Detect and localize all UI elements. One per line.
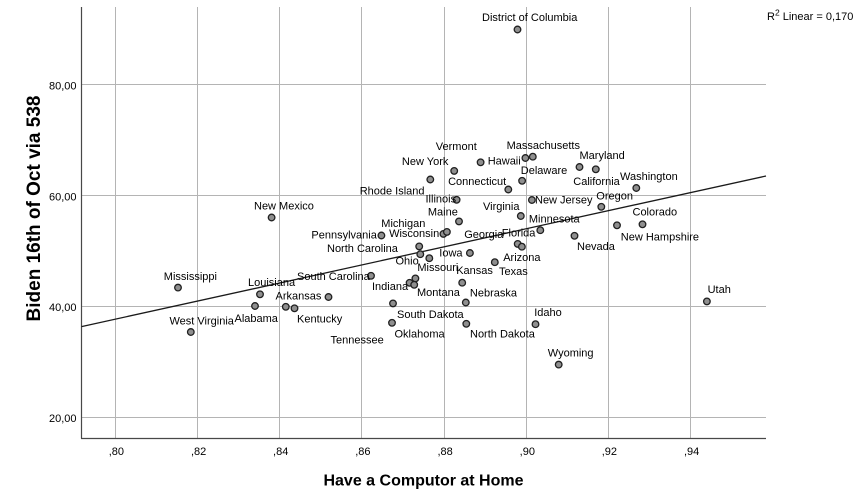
svg-text:North Carolina: North Carolina <box>327 243 399 255</box>
svg-text:Missouri: Missouri <box>417 262 458 274</box>
svg-text:Hawaii: Hawaii <box>488 156 521 168</box>
svg-text:Maine: Maine <box>428 207 458 219</box>
svg-text:Idaho: Idaho <box>534 307 562 319</box>
svg-text:,86: ,86 <box>355 446 370 458</box>
svg-text:60,00: 60,00 <box>49 191 77 203</box>
svg-text:Biden 16th of Oct via 538: Biden 16th of Oct via 538 <box>24 96 45 322</box>
svg-text:Arizona: Arizona <box>503 252 541 264</box>
svg-text:New Mexico: New Mexico <box>254 201 314 213</box>
svg-text:South Dakota: South Dakota <box>397 309 465 321</box>
svg-text:Mississippi: Mississippi <box>164 271 217 283</box>
svg-text:Indiana: Indiana <box>372 281 409 293</box>
svg-text:Michigan: Michigan <box>381 218 425 230</box>
svg-text:Colorado: Colorado <box>633 207 678 219</box>
svg-text:Iowa: Iowa <box>439 247 463 259</box>
svg-text:Wisconsin: Wisconsin <box>389 228 439 240</box>
svg-text:Texas: Texas <box>499 266 528 278</box>
svg-text:Nebraska: Nebraska <box>470 288 518 300</box>
svg-text:Have a Computor at Home: Have a Computor at Home <box>323 473 523 490</box>
svg-text:Washington: Washington <box>620 171 678 183</box>
svg-text:Rhode Island: Rhode Island <box>360 185 425 197</box>
svg-text:Ohio: Ohio <box>396 256 419 268</box>
svg-text:Oregon: Oregon <box>596 190 633 202</box>
svg-text:Arkansas: Arkansas <box>276 291 322 303</box>
svg-text:Maryland: Maryland <box>580 150 625 162</box>
svg-text:Florida: Florida <box>502 227 537 239</box>
svg-text:Massachusetts: Massachusetts <box>507 140 581 152</box>
svg-text:,84: ,84 <box>273 446 288 458</box>
svg-text:Minnesota: Minnesota <box>529 214 581 226</box>
svg-text:R2 Linear = 0,170: R2 Linear = 0,170 <box>767 8 853 24</box>
svg-text:Connecticut: Connecticut <box>448 176 506 188</box>
svg-text:Alabama: Alabama <box>235 313 279 325</box>
svg-text:New Jersey: New Jersey <box>535 195 593 207</box>
svg-text:Montana: Montana <box>417 287 461 299</box>
svg-text:Vermont: Vermont <box>436 141 477 153</box>
svg-text:,94: ,94 <box>684 446 699 458</box>
svg-text:,90: ,90 <box>520 446 535 458</box>
svg-text:,92: ,92 <box>602 446 617 458</box>
svg-text:West Virginia: West Virginia <box>170 315 235 327</box>
svg-text:Kentucky: Kentucky <box>297 314 343 326</box>
svg-text:Pennsylvania: Pennsylvania <box>311 230 377 242</box>
svg-text:80,00: 80,00 <box>49 80 77 92</box>
svg-text:,80: ,80 <box>109 446 124 458</box>
svg-text:Wyoming: Wyoming <box>548 348 594 360</box>
svg-text:40,00: 40,00 <box>49 302 77 314</box>
svg-text:North Dakota: North Dakota <box>470 329 536 341</box>
svg-text:Tennessee: Tennessee <box>331 335 384 347</box>
svg-text:Delaware: Delaware <box>521 165 567 177</box>
svg-text:Virginia: Virginia <box>483 201 520 213</box>
svg-text:Georgia: Georgia <box>464 229 504 241</box>
svg-text:New Hampshire: New Hampshire <box>621 232 699 244</box>
svg-text:,88: ,88 <box>437 446 452 458</box>
svg-text:Illinois: Illinois <box>426 193 457 205</box>
svg-text:District of Columbia: District of Columbia <box>482 12 578 24</box>
svg-text:New York: New York <box>402 156 449 168</box>
svg-text:Kansas: Kansas <box>456 265 493 277</box>
svg-text:20,00: 20,00 <box>49 413 77 425</box>
svg-text:,82: ,82 <box>191 446 206 458</box>
svg-text:Louisiana: Louisiana <box>248 277 296 289</box>
svg-text:Oklahoma: Oklahoma <box>395 329 446 341</box>
svg-text:South Carolina: South Carolina <box>297 271 371 283</box>
svg-text:California: California <box>573 176 620 188</box>
svg-text:Nevada: Nevada <box>577 241 616 253</box>
svg-text:Utah: Utah <box>708 284 731 296</box>
